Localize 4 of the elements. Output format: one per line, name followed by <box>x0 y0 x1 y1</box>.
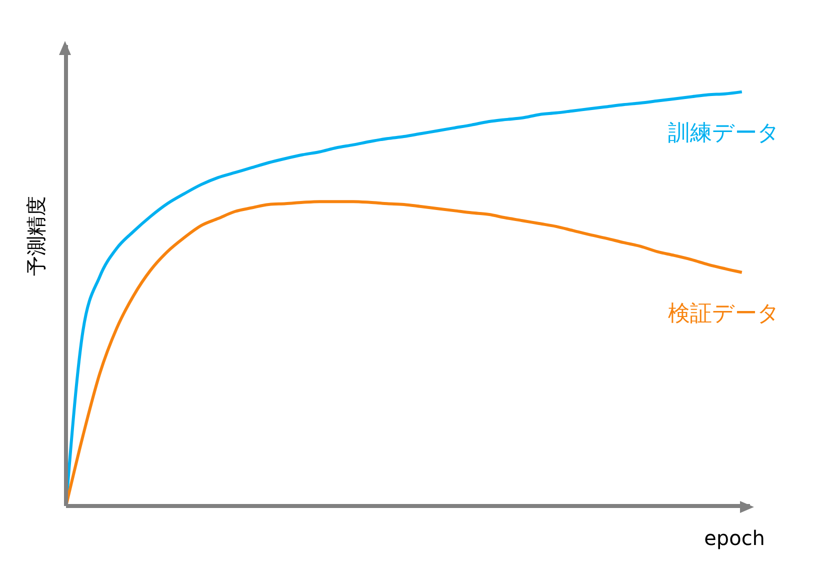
y-axis-title: 予測精度 <box>24 196 48 276</box>
text: 検証データ <box>668 301 780 326</box>
x-axis-title: epoch <box>704 526 765 550</box>
series-label: 訓練データ <box>668 120 780 146</box>
